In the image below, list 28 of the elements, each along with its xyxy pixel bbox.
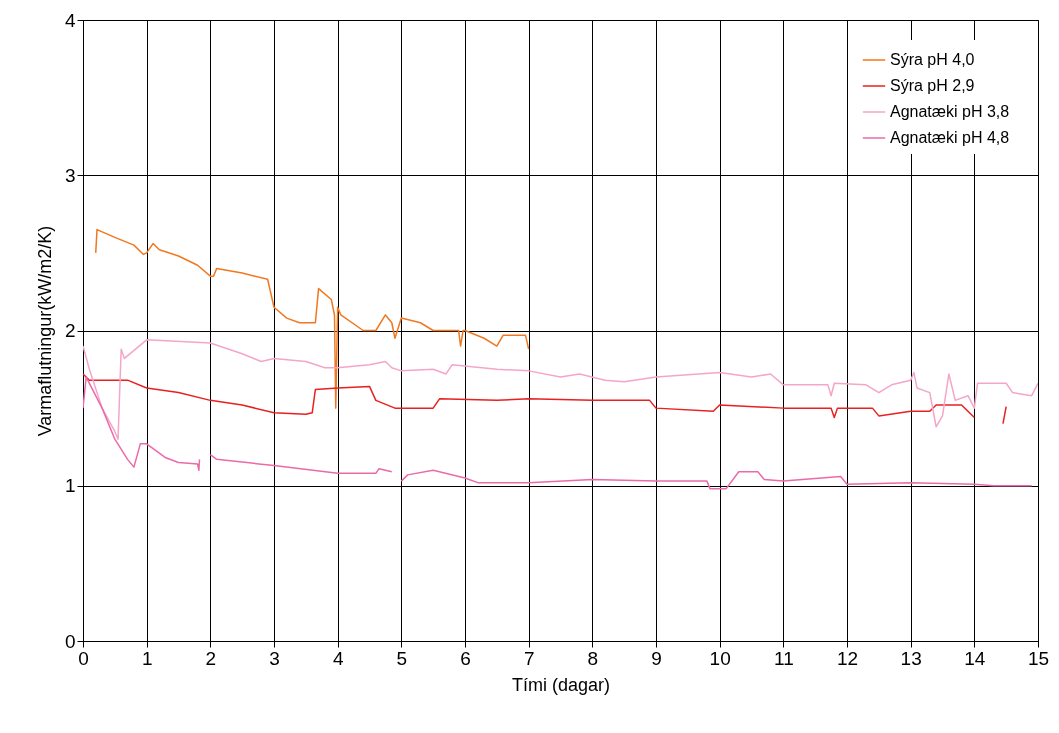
x-axis-title: Tími (dagar) (511, 674, 611, 695)
x-tick-label: 14 (964, 647, 986, 669)
x-tick-label: 12 (836, 647, 859, 669)
x-tick-label: 4 (332, 647, 344, 669)
x-tick-label: 6 (460, 647, 471, 669)
y-tick-label: 0 (64, 630, 76, 652)
legend-label: Agnatæki pH 3,8 (890, 103, 1010, 120)
x-tick-label: 3 (269, 647, 280, 669)
x-tick-label: 15 (1027, 647, 1050, 669)
y-tick-label: 4 (64, 9, 76, 31)
x-tick-label: 10 (709, 647, 731, 669)
y-axis-title: Varmaflutningur(kW/m2/K) (34, 225, 55, 437)
y-tick-label: 3 (64, 164, 76, 186)
x-tick-label: 5 (396, 647, 408, 669)
x-tick-label: 1 (141, 647, 153, 669)
legend-label: Sýra pH 4,0 (890, 51, 975, 68)
x-tick-label: 11 (773, 647, 794, 669)
y-tick-label: 2 (64, 320, 76, 341)
line-series (94, 228, 530, 409)
y-tick-label: 1 (64, 475, 76, 497)
x-tick-label: 9 (651, 647, 662, 669)
x-tick-label: 2 (205, 647, 217, 669)
legend-label: Agnatæki pH 4,8 (890, 129, 1010, 146)
x-tick-label: 8 (587, 647, 599, 669)
x-tick-label: 13 (900, 647, 922, 669)
line-series (83, 339, 1038, 440)
x-tick-label: 7 (523, 647, 535, 669)
legend-label: Sýra pH 2,9 (890, 77, 975, 94)
